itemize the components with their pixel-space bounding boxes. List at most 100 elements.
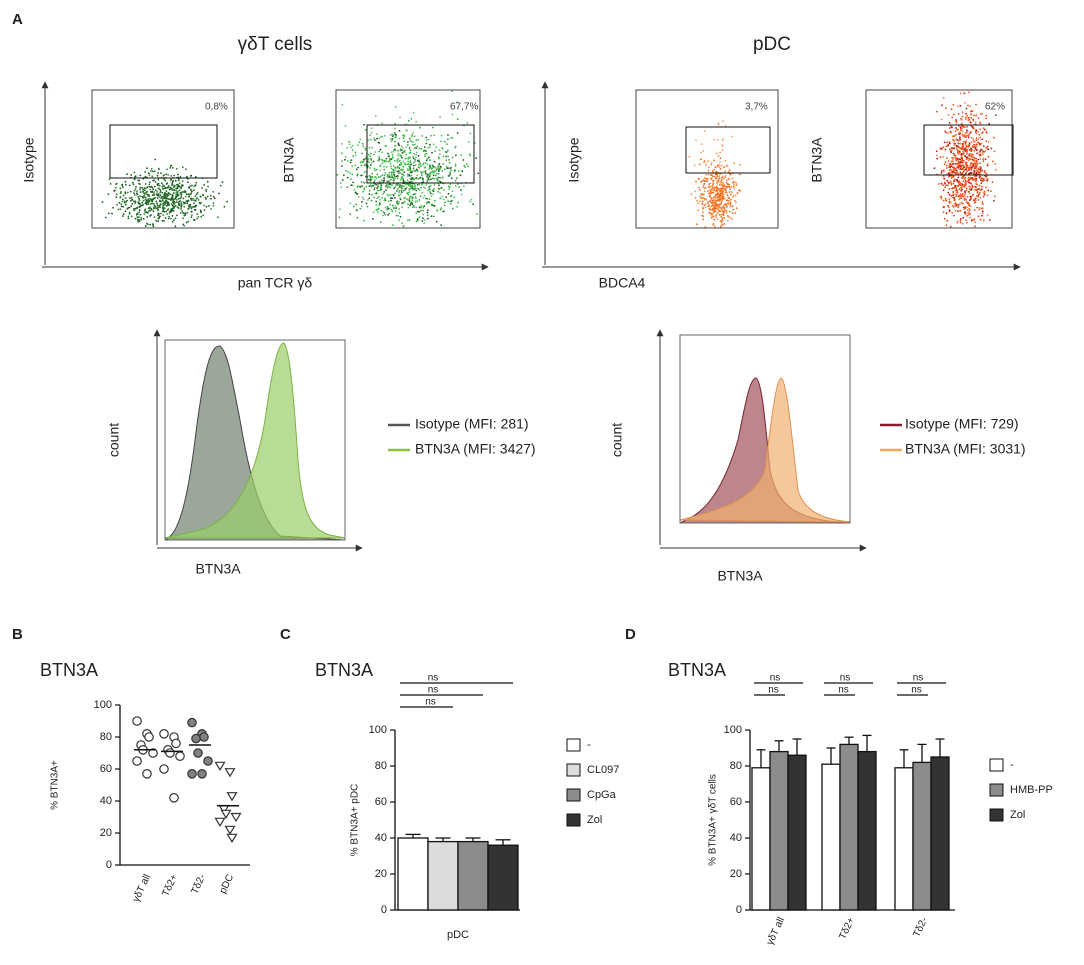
event-dot: [959, 161, 962, 164]
event-dot: [959, 171, 962, 174]
event-dot: [723, 216, 726, 219]
event-dot: [716, 208, 719, 211]
event-dot: [727, 203, 729, 205]
event-dot: [162, 197, 165, 200]
event-dot: [442, 163, 445, 165]
event-dot: [122, 215, 124, 218]
event-dot: [950, 177, 953, 179]
event-dot: [948, 142, 951, 145]
event-dot: [149, 203, 152, 205]
event-dot: [952, 206, 955, 208]
event-dot: [976, 183, 979, 186]
event-dot: [352, 184, 354, 187]
axis-label: BDCA4: [599, 275, 646, 291]
event-dot: [428, 198, 431, 201]
event-dot: [162, 188, 165, 190]
event-dot: [133, 194, 136, 196]
event-dot: [980, 179, 982, 182]
event-dot: [428, 159, 431, 162]
event-dot: [711, 215, 714, 218]
event-dot: [947, 191, 950, 194]
event-dot: [956, 185, 959, 187]
event-dot: [183, 214, 186, 217]
event-dot: [408, 137, 411, 140]
event-dot: [730, 191, 733, 194]
event-dot: [983, 193, 986, 196]
event-dot: [190, 206, 193, 209]
event-dot: [109, 183, 112, 185]
event-dot: [417, 155, 420, 157]
event-dot: [405, 186, 408, 189]
event-dot: [357, 166, 360, 169]
event-dot: [377, 185, 379, 188]
event-dot: [942, 146, 945, 149]
event-dot: [341, 160, 343, 162]
event-dot: [409, 177, 412, 180]
event-dot: [130, 174, 133, 176]
event-dot: [132, 200, 135, 203]
event-dot: [418, 199, 421, 201]
event-dot: [418, 206, 421, 209]
event-dot: [719, 210, 722, 213]
histogram-curve: [164, 342, 346, 539]
event-dot: [982, 160, 985, 163]
event-dot: [450, 137, 452, 139]
event-dot: [950, 131, 953, 134]
event-dot: [730, 193, 732, 196]
event-dot: [966, 170, 968, 173]
event-dot: [133, 192, 135, 195]
event-dot: [154, 205, 157, 208]
event-dot: [963, 178, 966, 180]
event-dot: [195, 181, 198, 184]
event-dot: [351, 165, 354, 168]
event-dot: [963, 140, 965, 143]
event-dot: [128, 213, 131, 215]
event-dot: [378, 157, 381, 160]
event-dot: [177, 207, 180, 210]
event-dot: [972, 219, 975, 222]
event-dot: [440, 140, 442, 143]
event-dot: [164, 179, 167, 182]
event-dot: [370, 199, 373, 202]
event-dot: [718, 194, 720, 196]
event-dot: [369, 167, 372, 169]
event-dot: [370, 127, 373, 130]
event-dot: [704, 177, 706, 180]
event-dot: [401, 173, 404, 175]
event-dot: [958, 139, 960, 142]
event-dot: [426, 157, 429, 160]
event-dot: [339, 208, 342, 211]
event-dot: [153, 170, 156, 173]
event-dot: [468, 153, 471, 155]
event-dot: [964, 143, 967, 146]
event-dot: [185, 193, 188, 196]
event-dot: [951, 126, 953, 129]
event-dot: [960, 197, 963, 200]
event-dot: [425, 152, 428, 155]
legend-label: BTN3A (MFI: 3031): [905, 441, 1026, 457]
event-dot: [187, 220, 190, 223]
event-dot: [413, 177, 416, 180]
event-dot: [413, 169, 416, 172]
event-dot: [445, 159, 448, 162]
event-dot: [382, 181, 385, 183]
event-dot: [425, 136, 428, 139]
event-dot: [703, 187, 706, 190]
event-dot: [959, 142, 962, 145]
event-dot: [942, 97, 945, 99]
y-axis-label: % BTN3A+: [50, 760, 61, 810]
event-dot: [981, 185, 983, 188]
event-dot: [186, 175, 188, 178]
event-dot: [364, 163, 366, 166]
event-dot: [145, 211, 148, 214]
event-dot: [952, 135, 954, 138]
event-dot: [460, 188, 462, 191]
event-dot: [695, 180, 697, 183]
event-dot: [379, 165, 381, 168]
event-dot: [388, 183, 391, 186]
event-dot: [977, 215, 980, 218]
group-title: pDC: [753, 34, 791, 55]
event-dot: [173, 189, 176, 191]
event-dot: [138, 209, 141, 211]
event-dot: [394, 192, 397, 195]
